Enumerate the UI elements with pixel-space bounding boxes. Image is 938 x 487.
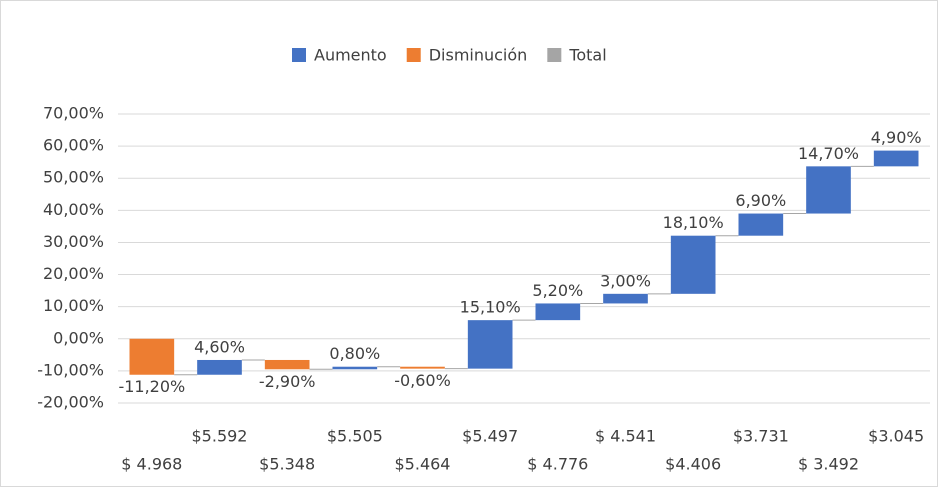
x-tick-label: $ 4.968 [121,455,182,474]
x-tick-label: $3.731 [733,427,789,446]
x-tick-label: $ 3.492 [798,455,859,474]
x-tick-label: $4.406 [665,455,721,474]
y-tick-label: 60,00% [43,136,104,155]
y-tick-label: 10,00% [43,296,104,315]
bar [129,338,175,375]
legend-swatch [406,48,421,62]
y-tick-label: 0,00% [53,328,104,347]
value-label: 5,20% [532,281,583,300]
x-tick-label: $ 4.541 [595,427,656,446]
legend-label: Total [568,46,606,65]
x-tick-label: $5.592 [192,427,248,446]
y-tick-label: 20,00% [43,264,104,283]
bar [873,150,919,167]
value-label: 4,90% [871,128,922,147]
y-tick-label: 30,00% [43,232,104,251]
bar [738,213,784,236]
legend-swatch [547,48,562,62]
value-label: 4,60% [194,337,245,356]
legend-label: Aumento [314,46,387,65]
value-label: 6,90% [735,191,786,210]
y-tick-label: 40,00% [43,200,104,219]
bar [264,359,310,370]
value-label: 18,10% [663,213,724,232]
bar [806,166,851,214]
y-tick-label: 70,00% [43,104,104,123]
y-tick-label: -10,00% [37,360,104,379]
value-label: 14,70% [798,144,859,163]
bar [670,235,716,294]
value-label: 15,10% [460,298,521,317]
bar [400,366,445,369]
bar [603,293,648,304]
legend-label: Disminución [429,46,528,65]
x-tick-label: $ 4.776 [527,455,588,474]
value-label: -0,60% [394,371,451,390]
x-tick-label: $3.045 [868,427,924,446]
value-label: -2,90% [259,372,316,391]
bar [535,303,581,321]
x-tick-label: $5.497 [462,427,518,446]
y-tick-label: 50,00% [43,168,104,187]
x-tick-label: $5.505 [327,427,383,446]
legend-swatch [292,48,306,62]
value-label: 3,00% [600,271,651,290]
bar [197,359,242,375]
bar [332,366,378,370]
x-tick-label: $5.464 [395,455,451,474]
y-tick-label: -20,00% [37,393,104,412]
value-label: -11,20% [118,377,185,396]
x-tick-label: $5.348 [259,455,315,474]
bar [467,320,513,369]
value-label: 0,80% [329,344,380,363]
